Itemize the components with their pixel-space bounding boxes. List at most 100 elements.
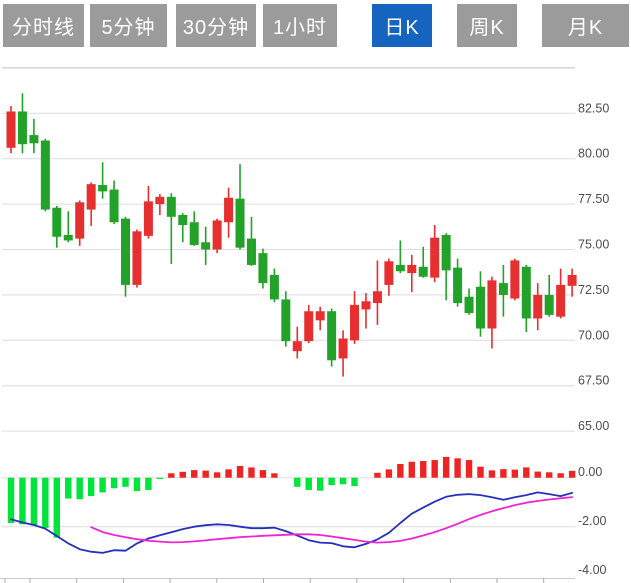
macd-bar-neg (351, 477, 358, 487)
chart-canvas: 82.50 80.00 77.50 75.00 72.50 70.00 67.50 65.00… (0, 67, 609, 583)
macd-bar-neg (99, 477, 106, 493)
macd-bar-pos (465, 460, 473, 478)
tab-4[interactable]: 1小时 (263, 4, 337, 47)
macd-bar-pos (168, 473, 175, 478)
macd-bar-neg (19, 477, 26, 525)
macd-bar-neg (328, 477, 335, 486)
candle-down (63, 234, 73, 241)
macd-bar-pos (431, 460, 438, 478)
macd-axis-label: -2.00 (578, 514, 607, 528)
tab-1[interactable]: 分时线 (3, 4, 84, 47)
macd-bar-pos (213, 472, 221, 478)
candle-up (86, 184, 96, 210)
macd-bar-pos (191, 470, 198, 478)
candle-up (533, 294, 543, 319)
tab-6[interactable]: 周K (457, 4, 517, 47)
candle-down (475, 286, 485, 329)
candle-up (212, 220, 222, 250)
candle-up (155, 196, 165, 205)
macd-bar-pos (477, 466, 484, 478)
dif-line (10, 491, 573, 554)
candle-up (315, 311, 325, 321)
macd-bar-pos (420, 461, 427, 478)
candle-up (132, 231, 142, 285)
candle-down (464, 296, 474, 314)
macd-bar-pos (557, 473, 564, 478)
macd-bar-neg (339, 477, 347, 485)
macd-bar-pos (248, 467, 255, 478)
macd-bar-pos (259, 470, 267, 478)
macd-bar-pos (523, 467, 530, 478)
candle-down (441, 234, 451, 271)
candle-up (75, 202, 85, 239)
candle-down (281, 299, 291, 342)
candle-up (292, 341, 302, 352)
macd-axis-label: 0.00 (578, 465, 602, 479)
macd-bar-neg (110, 477, 118, 489)
price-axis-label: 80.00 (578, 147, 609, 161)
macd-bar-pos (236, 465, 244, 478)
candle-up (372, 291, 382, 304)
macd-bar-pos (374, 472, 381, 478)
candle-down (258, 253, 268, 284)
candle-down (246, 238, 256, 265)
candle-up (487, 280, 497, 329)
candle-down (40, 140, 50, 210)
macd-bar-pos (568, 470, 576, 478)
tab-2[interactable]: 5分钟 (90, 4, 167, 47)
price-axis-label: 82.50 (578, 101, 609, 115)
price-axis-label: 75.00 (578, 238, 609, 252)
candle-down (235, 198, 245, 248)
macd-bar-neg (156, 477, 164, 479)
price-axis-label: 65.00 (578, 419, 609, 433)
macd-bar-pos (488, 470, 496, 478)
candle-down (395, 264, 405, 272)
candle-down (453, 267, 463, 304)
candle-down (98, 185, 108, 192)
candle-down (121, 218, 131, 285)
macd-bar-pos (202, 470, 209, 478)
macd-bar-pos (442, 456, 450, 478)
candle-up (567, 274, 577, 286)
candle-down (521, 266, 531, 319)
macd-bar-pos (408, 461, 415, 478)
timeframe-tabs: 分时线 5分钟 30分钟 1小时 日K 周K 月K (0, 0, 631, 50)
macd-bar-neg (145, 477, 152, 490)
macd-bar-pos (500, 469, 507, 478)
tab-7[interactable]: 月K (542, 4, 629, 47)
candle-up (556, 284, 566, 317)
candle-up (510, 260, 520, 299)
macd-bar-neg (65, 477, 72, 499)
candle-down (269, 274, 279, 300)
macd-bar-neg (7, 477, 15, 524)
macd-bar-pos (179, 471, 186, 478)
candle-up (224, 197, 234, 223)
price-axis-label: 70.00 (578, 328, 609, 342)
macd-bar-neg (305, 477, 312, 490)
candle-down (29, 135, 39, 144)
tab-5[interactable]: 日K (372, 4, 432, 47)
tab-3[interactable]: 30分钟 (176, 4, 256, 47)
macd-bar-neg (133, 477, 141, 492)
macd-bar-pos (511, 469, 519, 478)
macd-bar-pos (385, 469, 393, 478)
price-axis-label: 67.50 (578, 374, 609, 388)
macd-bar-neg (76, 477, 83, 500)
candle-down (189, 222, 199, 245)
macd-bar-neg (42, 477, 49, 528)
macd-bar-pos (534, 471, 541, 478)
macd-bar-pos (225, 469, 232, 478)
candle-up (143, 201, 153, 236)
macd-bar-pos (271, 473, 278, 478)
candle-up (338, 338, 348, 359)
macd-bar-neg (53, 477, 61, 538)
macd-bar-neg (294, 477, 301, 487)
macd-bar-pos (397, 463, 404, 478)
candle-down (201, 242, 211, 250)
candle-up (430, 237, 440, 278)
macd-bar-pos (454, 458, 461, 478)
dea-line (90, 496, 573, 544)
price-axis-label: 72.50 (578, 283, 609, 297)
macd-bar-neg (316, 477, 324, 491)
